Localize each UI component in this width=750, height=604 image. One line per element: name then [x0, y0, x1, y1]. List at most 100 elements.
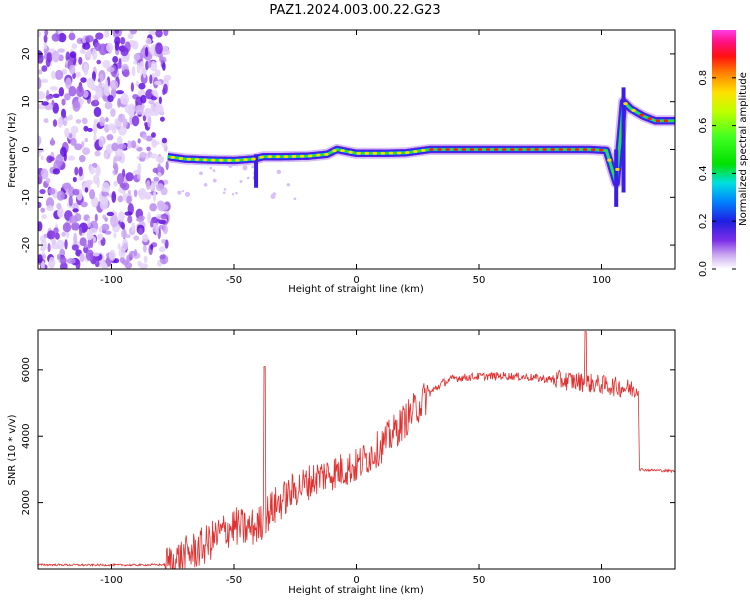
noise-speckle [99, 198, 108, 211]
ridge-core [405, 151, 410, 155]
noise-speckle [120, 93, 130, 105]
noise-speckle [45, 95, 54, 100]
noise-speckle [142, 244, 147, 253]
snr-x-tick-label: -50 [226, 575, 242, 586]
noise-speckle [44, 30, 49, 36]
colorbar: 0.0 0.2 0.4 0.6 0.8 Normalized spectral ampl… [698, 30, 749, 277]
ridge-core [590, 148, 596, 152]
noise-speckle [97, 233, 104, 241]
noise-speckle [40, 155, 44, 161]
snr-y-axis: 2000 4000 6000 [21, 357, 675, 515]
stray-speckle [239, 180, 243, 183]
noise-speckle-layer [38, 30, 297, 269]
noise-speckle [138, 82, 146, 90]
noise-speckle [38, 30, 41, 38]
noise-speckle [56, 190, 65, 201]
noise-speckle [160, 213, 169, 220]
ridge-core [380, 151, 386, 155]
noise-speckle [52, 168, 61, 175]
noise-speckle [46, 230, 56, 240]
noise-speckle [133, 53, 141, 61]
noise-speckle [150, 132, 156, 138]
noise-speckle [149, 203, 157, 212]
noise-speckle [51, 50, 60, 63]
noise-speckle [38, 135, 42, 146]
noise-speckle [155, 183, 165, 192]
noise-speckle [138, 227, 144, 236]
ridge-core [510, 148, 515, 151]
noise-speckle [159, 254, 166, 260]
ridge-core [332, 149, 337, 153]
noise-speckle [38, 77, 42, 90]
ridge-core [251, 157, 256, 161]
noise-speckle [143, 255, 148, 264]
noise-speckle [58, 32, 67, 43]
snr-x-tick-label: -100 [100, 575, 123, 586]
noise-speckle [148, 100, 155, 105]
ridge-core [663, 119, 669, 123]
noise-speckle [153, 106, 160, 115]
noise-speckle [148, 30, 156, 36]
stray-speckle [286, 183, 291, 187]
snr-y-tick-label: 6000 [21, 357, 32, 382]
spectrogram-y-tick-label: -20 [21, 237, 32, 253]
snr-x-tick-label: 50 [473, 575, 486, 586]
figure-title: PAZ1.2024.003.00.22.G23 [269, 3, 440, 18]
noise-speckle [58, 87, 65, 97]
spectrogram-x-tick-label: 50 [473, 275, 486, 286]
ridge-core [307, 154, 313, 158]
noise-speckle [118, 247, 126, 258]
noise-speckle [117, 113, 126, 123]
noise-speckle [82, 90, 89, 98]
noise-speckle [48, 256, 56, 269]
noise-speckle [137, 190, 144, 196]
noise-speckle [144, 108, 153, 114]
noise-speckle [57, 209, 63, 217]
noise-speckle [147, 115, 152, 128]
noise-speckle [158, 219, 167, 225]
noise-speckle [60, 108, 67, 119]
ridge-core [453, 148, 458, 151]
noise-speckle [161, 137, 168, 144]
noise-speckle [155, 42, 163, 55]
noise-speckle [159, 204, 169, 211]
noise-speckle [113, 180, 118, 187]
noise-speckle [113, 258, 120, 264]
noise-speckle [151, 89, 158, 96]
noise-speckle [104, 30, 110, 38]
stray-speckle [246, 176, 250, 180]
noise-speckle [98, 261, 108, 268]
noise-speckle [157, 172, 162, 178]
ridge-core [566, 148, 572, 151]
ridge-core [186, 157, 192, 161]
ridge-core [429, 148, 434, 151]
noise-speckle [93, 133, 97, 143]
noise-speckle [127, 108, 135, 117]
noise-speckle [92, 252, 100, 257]
noise-speckle [43, 233, 48, 238]
noise-speckle [64, 93, 71, 101]
stray-speckle [212, 178, 217, 183]
ridge-core [299, 154, 305, 158]
noise-speckle [120, 46, 129, 57]
noise-speckle [149, 153, 158, 159]
noise-speckle [94, 150, 101, 157]
noise-speckle [86, 230, 93, 241]
noise-speckle [102, 60, 111, 69]
noise-speckle [127, 140, 132, 149]
stray-speckle [293, 197, 297, 201]
noise-speckle [59, 248, 66, 257]
colorbar-tick-label: 0.8 [698, 70, 709, 86]
noise-speckle [95, 165, 101, 177]
ridge-core [421, 149, 426, 152]
noise-speckle [162, 87, 166, 96]
noise-speckle [103, 152, 108, 159]
noise-speckle [117, 243, 121, 250]
ridge-core [518, 148, 523, 151]
ridge-core [396, 151, 402, 155]
noise-speckle [106, 134, 114, 141]
noise-speckle [45, 177, 51, 184]
ridge-core [631, 109, 636, 112]
ridge-core [267, 155, 272, 159]
ridge-core [526, 148, 531, 151]
